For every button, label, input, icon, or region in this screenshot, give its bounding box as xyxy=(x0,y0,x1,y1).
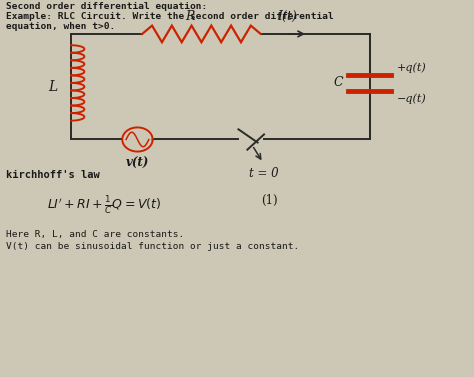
Text: (1): (1) xyxy=(261,194,277,207)
Text: Example: RLC Circuit. Write the second order differential: Example: RLC Circuit. Write the second o… xyxy=(6,12,333,21)
Text: Here R, L, and C are constants.: Here R, L, and C are constants. xyxy=(6,230,184,239)
Text: v(t): v(t) xyxy=(126,156,149,169)
Text: kirchhoff's law: kirchhoff's law xyxy=(6,170,100,181)
Text: I(t): I(t) xyxy=(277,11,297,23)
Text: equation, when t>0.: equation, when t>0. xyxy=(6,22,115,31)
Text: +q(t): +q(t) xyxy=(397,62,427,73)
Text: L: L xyxy=(48,80,58,94)
Text: R: R xyxy=(185,11,194,23)
Text: V(t) can be sinusoidal function or just a constant.: V(t) can be sinusoidal function or just … xyxy=(6,242,299,251)
Text: −q(t): −q(t) xyxy=(397,93,427,104)
Text: Second order differential equation:: Second order differential equation: xyxy=(6,2,207,11)
Text: $LI' + RI + \frac{1}{C}Q = V(t)$: $LI' + RI + \frac{1}{C}Q = V(t)$ xyxy=(47,194,162,216)
Text: t = 0: t = 0 xyxy=(249,167,279,179)
Text: C: C xyxy=(333,77,343,89)
